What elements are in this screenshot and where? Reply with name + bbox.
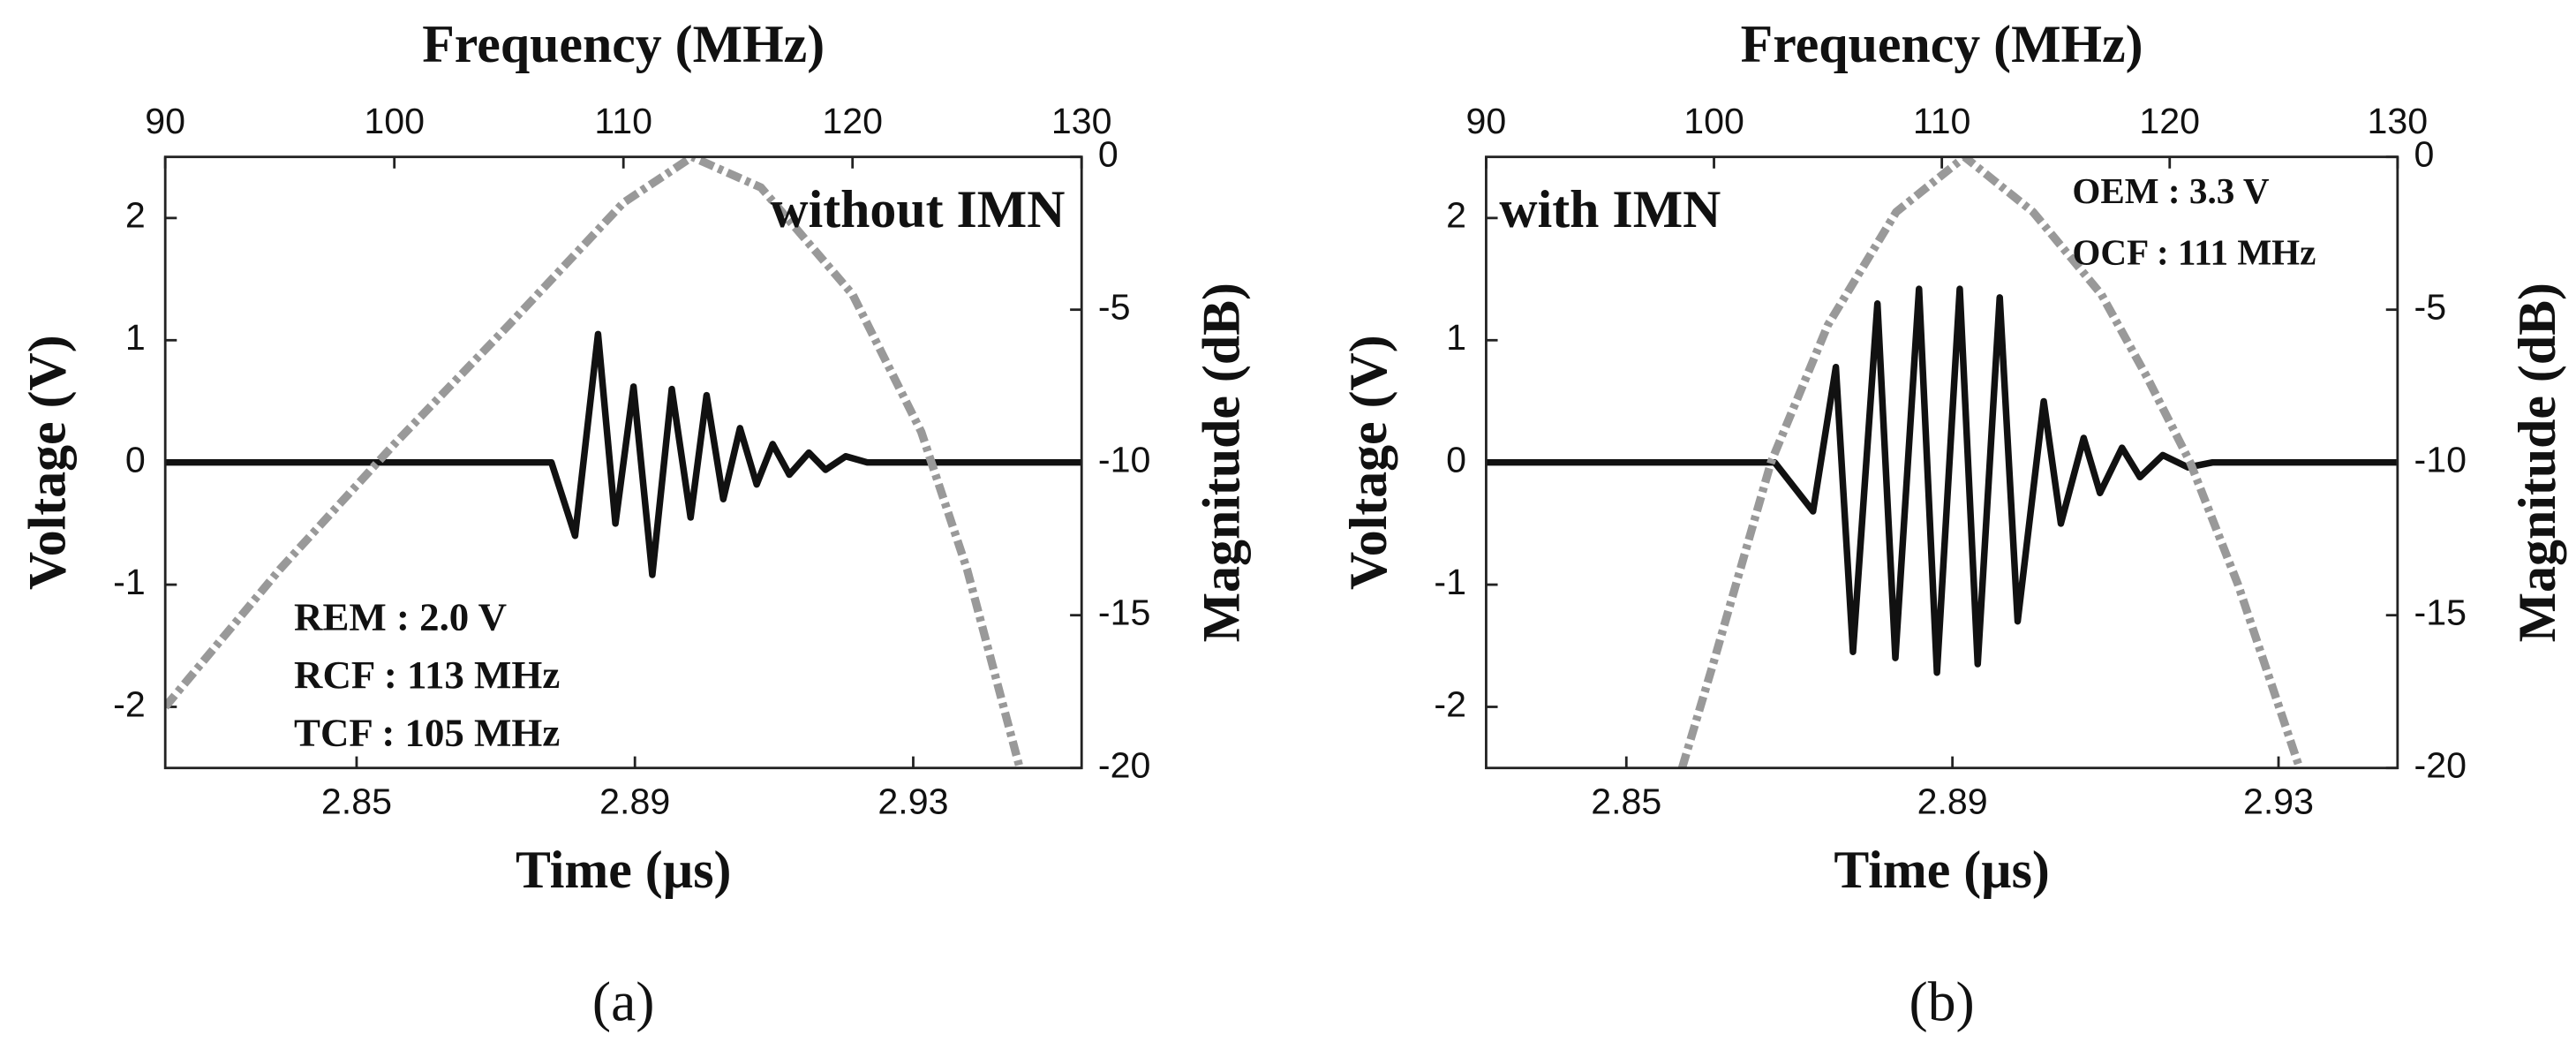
x-tick-label: 2.85	[321, 781, 392, 822]
y2-axis-label: Magnitude (dB)	[2508, 283, 2566, 642]
y-tick-label: 0	[1446, 440, 1466, 480]
y2-tick-label: -10	[2414, 440, 2467, 480]
x-tick-label: 2.85	[1591, 781, 1661, 822]
y-tick-label: -2	[113, 683, 146, 724]
x2-tick-label: 100	[1683, 101, 1744, 141]
x-tick-label: 2.93	[2243, 781, 2314, 822]
annotation: without IMN	[770, 180, 1065, 238]
caption: (a)	[592, 970, 655, 1032]
x-tick-label: 2.89	[599, 781, 670, 822]
x-tick-label: 2.89	[1917, 781, 1988, 822]
caption: (b)	[1909, 970, 1975, 1032]
y2-tick-label: -20	[1098, 745, 1150, 786]
annotation: REM : 2.0 V	[294, 595, 507, 639]
y-tick-label: 1	[1446, 317, 1466, 358]
y2-tick-label: 0	[2414, 134, 2435, 175]
x2-tick-label: 120	[822, 101, 883, 141]
annotation: with IMN	[1499, 180, 1721, 238]
x2-tick-label: 110	[594, 101, 652, 141]
voltage-waveform	[165, 330, 1082, 578]
y2-tick-label: -15	[1098, 593, 1150, 633]
x-axis-label: Time (µs)	[516, 841, 731, 899]
magnitude-curve	[165, 156, 1024, 768]
plot-frame	[1485, 155, 2399, 770]
y-tick-label: 1	[125, 317, 146, 358]
y2-axis-label: Magnitude (dB)	[1193, 283, 1251, 642]
y2-tick-label: 0	[1098, 134, 1119, 175]
x-axis-label: Time (µs)	[1834, 841, 2049, 899]
y-tick-label: 2	[125, 195, 146, 236]
y-tick-label: 2	[1446, 195, 1466, 236]
y2-tick-label: -5	[1098, 287, 1131, 328]
y2-tick-label: -15	[2414, 593, 2467, 633]
x2-tick-label: 90	[145, 101, 185, 141]
annotation: TCF : 105 MHz	[294, 710, 560, 754]
y-tick-label: 0	[125, 440, 146, 480]
magnitude-curve	[1677, 156, 2304, 768]
x2-tick-label: 120	[2139, 101, 2200, 141]
x2-tick-label: 100	[364, 101, 425, 141]
plot-frame	[163, 155, 1083, 770]
annotation: RCF : 113 MHz	[294, 653, 560, 697]
y-tick-label: -1	[1434, 562, 1466, 602]
y2-tick-label: -5	[2414, 287, 2447, 328]
y-tick-label: -2	[1434, 683, 1466, 724]
x2-tick-label: 130	[2368, 101, 2429, 141]
y-tick-label: -1	[113, 562, 146, 602]
y2-tick-label: -10	[1098, 440, 1150, 480]
x2-axis-label: Frequency (MHz)	[1741, 15, 2143, 73]
x2-tick-label: 90	[1466, 101, 1507, 141]
annotation: OCF : 111 MHz	[2072, 231, 2316, 272]
x2-tick-label: 130	[1051, 101, 1112, 141]
y2-tick-label: -20	[2414, 745, 2467, 786]
voltage-waveform	[1486, 285, 2398, 676]
x2-tick-label: 110	[1913, 101, 1971, 141]
y-axis-label: Voltage (V)	[1339, 335, 1397, 590]
y-axis-label: Voltage (V)	[19, 335, 77, 590]
x2-axis-label: Frequency (MHz)	[422, 15, 825, 73]
annotation: OEM : 3.3 V	[2072, 170, 2269, 211]
x-tick-label: 2.93	[877, 781, 948, 822]
